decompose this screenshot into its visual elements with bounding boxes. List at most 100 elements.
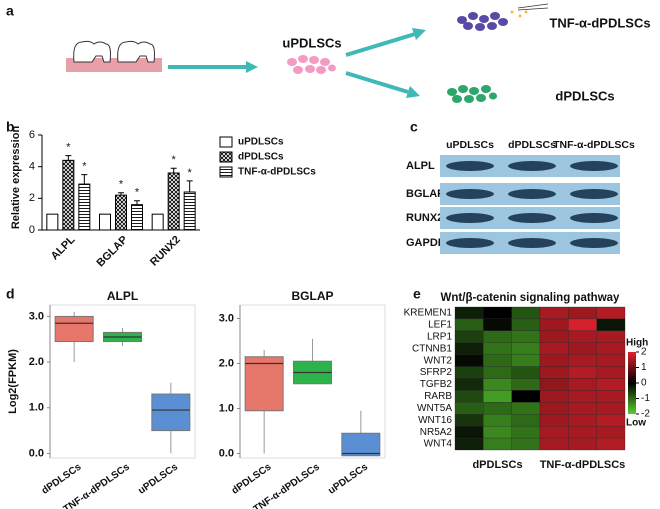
panel-label: a — [6, 3, 14, 19]
significance: * — [119, 179, 124, 191]
heatmap-cell — [539, 354, 569, 367]
heatmap-cell — [539, 390, 569, 403]
error-bar — [170, 167, 177, 173]
legend-swatch — [219, 136, 233, 148]
heatmap-cell — [568, 318, 597, 331]
heatmap-cell — [539, 426, 569, 439]
arrow — [345, 71, 409, 94]
heatmap-cell — [454, 402, 484, 415]
bar — [183, 191, 196, 231]
band — [446, 189, 494, 199]
significance: * — [82, 160, 87, 172]
heatmap-cell — [568, 437, 597, 451]
band — [570, 189, 618, 199]
needle — [517, 3, 549, 11]
legend-label: uPDLSCs — [238, 137, 284, 148]
tooth — [73, 40, 111, 63]
heatmap-cell — [539, 306, 569, 320]
heatmap-cell — [483, 426, 512, 439]
heatmap-cell — [511, 354, 541, 367]
heatmap-cell — [539, 378, 569, 391]
x-tick-label: uPDLSCs — [326, 461, 370, 496]
row-label: WNT2 — [424, 355, 453, 366]
heatmap-cell — [568, 402, 597, 415]
row-label: LRP1 — [427, 331, 452, 342]
heatmap-cell — [454, 437, 484, 451]
heatmap-cell — [511, 402, 541, 415]
heatmap-cell — [511, 330, 541, 343]
colorbar-label: 2 — [641, 347, 647, 358]
box — [244, 356, 284, 412]
heatmap-cell — [483, 378, 512, 391]
heatmap-cell — [568, 342, 597, 355]
row-label: WNT4 — [424, 439, 453, 450]
band — [508, 189, 556, 199]
y-tick-label: 2.0 — [219, 357, 234, 369]
x-tick-label: ALPL — [49, 234, 78, 263]
heatmap-cell — [454, 414, 484, 427]
heatmap-cell — [568, 306, 597, 320]
blot-column-label: uPDLSCs — [446, 139, 494, 151]
bar — [151, 213, 164, 231]
colorbar — [628, 352, 636, 414]
heatmap-cell — [596, 426, 626, 439]
colorbar-label: -1 — [641, 393, 650, 404]
cells — [447, 85, 497, 103]
colorbar-low: Low — [626, 418, 646, 429]
heatmap-cell — [539, 318, 569, 331]
row-label: NR5A2 — [420, 427, 453, 438]
diagram: uPDLSCs TNF-α-dPDLSCs dPDLSCs — [66, 3, 651, 103]
dots — [510, 10, 528, 18]
blot-row-label: BGLAP — [406, 188, 445, 200]
heatmap-cell — [483, 390, 512, 403]
heatmap-cell — [596, 354, 626, 367]
heatmap-cell — [596, 390, 626, 403]
band — [570, 213, 618, 223]
heatmap-cell — [568, 330, 597, 343]
error-bar — [118, 192, 124, 196]
heatmap-cell — [511, 366, 541, 379]
chart-title: BGLAP — [292, 289, 334, 303]
y-axis-label: Log2(FPKM) — [7, 349, 19, 414]
y-tick-label: 2 — [29, 192, 35, 204]
x-tick-label: uPDLSCs — [136, 461, 180, 496]
row-label: TGFB2 — [420, 379, 453, 390]
heatmap-cell — [483, 318, 512, 331]
row-label: RARB — [424, 391, 452, 402]
y-tick-label: 2.0 — [29, 356, 44, 368]
bar — [131, 204, 143, 231]
band — [570, 161, 618, 171]
heatmap-cell — [539, 437, 569, 451]
error-bar — [186, 180, 193, 192]
heatmap-cell — [511, 306, 541, 320]
colorbar-label: -2 — [641, 409, 650, 420]
error-bar — [81, 174, 88, 185]
heatmap-cell — [568, 426, 597, 439]
heatmap-cell — [539, 330, 569, 343]
row-label: WNT16 — [418, 415, 452, 426]
heatmap-cell — [596, 318, 626, 331]
y-tick-label: 0 — [29, 224, 35, 236]
significance: * — [188, 167, 193, 179]
band — [508, 238, 556, 248]
heatmap-cell — [596, 378, 626, 391]
cells — [287, 55, 336, 74]
y-tick-label: 1.0 — [219, 402, 234, 414]
heatmap-cell — [596, 306, 626, 320]
arrow-head — [412, 28, 426, 40]
row-label: CTNNB1 — [412, 343, 452, 354]
heatmap-cell — [596, 366, 626, 379]
y-tick-label: 6 — [29, 129, 35, 141]
chart-title: Wnt/β-catenin signaling pathway — [441, 292, 620, 304]
node-label: dPDLSCs — [555, 88, 614, 103]
band — [446, 161, 494, 171]
heatmap-cell — [454, 342, 484, 355]
heatmap-cell — [483, 330, 512, 343]
chart-title: ALPL — [107, 289, 138, 303]
row-label: WNT5A — [417, 403, 452, 414]
heatmap-cell — [539, 342, 569, 355]
box — [151, 393, 191, 432]
heatmap-cell — [539, 402, 569, 415]
heatmap-cell — [454, 426, 484, 439]
heatmap-cell — [454, 390, 484, 403]
